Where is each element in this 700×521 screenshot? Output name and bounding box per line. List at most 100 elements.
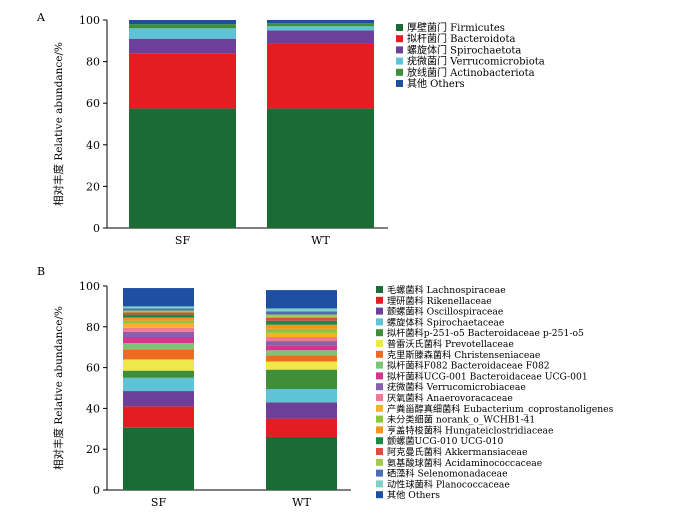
bar-segment-sf-9 bbox=[123, 331, 194, 337]
bar-segment-wt-5 bbox=[266, 361, 337, 370]
legend-entry: 厚壁菌门 Firmicutes bbox=[407, 21, 505, 34]
legend-swatch bbox=[376, 458, 383, 466]
legend-swatch bbox=[376, 340, 383, 347]
y-tick-label: 20 bbox=[86, 443, 100, 456]
bar-segment-sf-1 bbox=[123, 406, 194, 428]
legend-entry: 拟杆菌科F082 Bacteroidaceae F082 bbox=[387, 360, 550, 372]
x-tick-label: SF bbox=[175, 234, 191, 247]
y-tick-label: 100 bbox=[79, 280, 100, 293]
bar-segment-sf-18 bbox=[123, 306, 194, 309]
legend-swatch bbox=[376, 372, 383, 380]
legend-swatch bbox=[376, 307, 383, 315]
bar-segment-wt-17 bbox=[266, 311, 337, 315]
legend-entry: 螺旋体科 Spirochaetaceae bbox=[387, 316, 504, 328]
bar-segment-sf-19 bbox=[123, 288, 194, 307]
legend-swatch bbox=[376, 437, 383, 445]
bar-segment-sf-15 bbox=[123, 312, 194, 315]
bar-segment-sf-3 bbox=[123, 377, 194, 392]
y-tick-label: 0 bbox=[93, 484, 100, 497]
legend-entry: 螺旋体门 Spirochaetota bbox=[407, 43, 521, 56]
bar-segment-wt-14 bbox=[266, 320, 337, 325]
bar-segment-sf-4 bbox=[123, 370, 194, 378]
bar-segment-wt-2 bbox=[267, 30, 374, 44]
bar-segment-sf-14 bbox=[123, 314, 194, 318]
x-tick-label: WT bbox=[311, 234, 330, 247]
bar-segment-wt-10 bbox=[266, 337, 337, 342]
bar-segment-wt-7 bbox=[266, 350, 337, 356]
legend-entry: 颤螺菌科 Oscillospiraceae bbox=[387, 306, 503, 318]
legend-swatch bbox=[376, 394, 383, 401]
bar-segment-sf-5 bbox=[129, 20, 236, 25]
legend-swatch bbox=[376, 361, 383, 369]
bar-segment-sf-0 bbox=[129, 108, 236, 228]
legend-swatch bbox=[376, 469, 383, 477]
legend-swatch bbox=[376, 383, 383, 391]
bar-segment-sf-11 bbox=[123, 323, 194, 328]
legend-entry: 产粪甾醇真细菌科 Eubacterium_coprostanoligenes bbox=[387, 403, 614, 415]
bar-segment-sf-3 bbox=[129, 28, 236, 39]
y-tick-label: 40 bbox=[86, 402, 100, 415]
x-tick-label: SF bbox=[151, 496, 167, 509]
legend-swatch bbox=[376, 415, 383, 423]
y-tick-label: 0 bbox=[93, 222, 100, 235]
bar-segment-sf-6 bbox=[123, 349, 194, 360]
bar-segment-wt-3 bbox=[266, 389, 337, 403]
legend-swatch bbox=[376, 426, 383, 434]
bar-segment-wt-3 bbox=[267, 26, 374, 31]
bar-segment-wt-15 bbox=[266, 317, 337, 321]
legend-swatch bbox=[376, 329, 383, 337]
panel-a: A 0 20 40 60 80 100 相对丰度 Relative abundance/% SF… bbox=[36, 11, 545, 247]
legend-entry: 普雷沃氏菌科 Prevotellaceae bbox=[387, 338, 514, 350]
panel-label: B bbox=[37, 265, 45, 278]
bar-segment-wt-19 bbox=[266, 290, 337, 309]
y-tick-label: 80 bbox=[86, 56, 100, 69]
bar-segment-wt-9 bbox=[266, 341, 337, 346]
legend-entry: 理研菌科 Rikenellaceae bbox=[387, 295, 492, 307]
x-tick-label: WT bbox=[292, 496, 311, 509]
bar-segment-wt-16 bbox=[266, 314, 337, 318]
legend-swatch bbox=[396, 57, 403, 65]
legend-swatch bbox=[376, 404, 383, 412]
legend-entry: 厌氧菌科 Anaerovoracaceae bbox=[387, 392, 513, 404]
y-tick-label: 20 bbox=[86, 180, 100, 193]
legend-swatch bbox=[396, 24, 403, 31]
bar-segment-wt-0 bbox=[266, 436, 337, 490]
legend-swatch bbox=[376, 448, 383, 455]
legend-entry: 动性球菌科 Planococcaceae bbox=[387, 478, 510, 490]
bar-segment-sf-1 bbox=[129, 53, 236, 109]
legend-swatch bbox=[376, 296, 383, 304]
bar-segment-sf-17 bbox=[123, 308, 194, 311]
legend-entry: 阿克曼氏菌科 Akkermansiaceae bbox=[387, 446, 527, 458]
bar-segment-wt-11 bbox=[266, 332, 337, 337]
bar-segment-wt-18 bbox=[266, 308, 337, 312]
y-tick-label: 60 bbox=[86, 97, 100, 110]
bar-segment-sf-0 bbox=[123, 427, 194, 490]
legend-entry: 未分类细菌 norank_o_WCHB1-41 bbox=[387, 414, 535, 426]
bar-segment-sf-10 bbox=[123, 327, 194, 332]
legend-entry: 拟杆菌科UCG-001 Bacteroidaceae UCG-001 bbox=[387, 370, 588, 382]
legend-swatch bbox=[396, 68, 403, 76]
bar-segment-sf-12 bbox=[123, 320, 194, 324]
y-tick-label: 40 bbox=[86, 139, 100, 152]
bar-segment-wt-13 bbox=[266, 324, 337, 329]
bar-segment-sf-4 bbox=[129, 24, 236, 29]
bar-segment-sf-5 bbox=[123, 359, 194, 371]
legend-entry: 其他 Others bbox=[407, 77, 465, 90]
legend-entry: 硒藻科 Selenomonadaceae bbox=[387, 468, 508, 480]
legend-entry: 克里斯滕森菌科 Christenseniaceae bbox=[387, 349, 540, 361]
bar-segment-sf-8 bbox=[123, 337, 194, 344]
legend-entry: 其他 Others bbox=[387, 489, 440, 501]
legend-entry: 拟杆菌门 Bacteroidota bbox=[407, 32, 515, 45]
legend-swatch bbox=[396, 46, 403, 54]
legend-swatch bbox=[396, 35, 403, 43]
bar-segment-wt-6 bbox=[266, 355, 337, 362]
bar-segment-wt-0 bbox=[267, 108, 374, 228]
bar-segment-wt-8 bbox=[266, 345, 337, 351]
legend-entry: 放线菌门 Actinobacteriota bbox=[407, 66, 535, 79]
panel-label: A bbox=[36, 11, 46, 24]
legend-entry: 亨盖特梭菌科 Hungateiclostridiaceae bbox=[387, 424, 553, 436]
bar-segment-wt-12 bbox=[266, 328, 337, 333]
panel-b: B 0 20 40 60 80 100 相对丰度 Relative abundance/% SF… bbox=[37, 265, 614, 509]
bar-segment-wt-2 bbox=[266, 402, 337, 419]
